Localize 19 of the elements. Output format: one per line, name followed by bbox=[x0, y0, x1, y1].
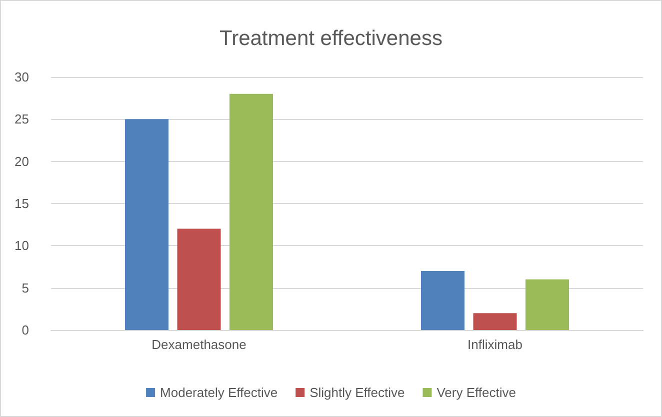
chart-title: Treatment effectiveness bbox=[220, 27, 442, 50]
bar bbox=[421, 270, 465, 330]
y-tick-label: 30 bbox=[14, 70, 29, 84]
x-tick-label: Dexamethasone bbox=[152, 337, 246, 352]
y-tick-label: 10 bbox=[14, 238, 29, 254]
legend-label: Slightly Effective bbox=[310, 385, 405, 400]
legend-label: Moderately Effective bbox=[160, 385, 278, 400]
y-tick-label: 15 bbox=[14, 196, 29, 211]
x-tick-label: Infliximab bbox=[468, 337, 522, 352]
bar bbox=[229, 94, 273, 330]
y-tick-label: 0 bbox=[22, 322, 29, 338]
bar bbox=[473, 313, 517, 330]
y-tick-label: 5 bbox=[22, 280, 29, 296]
bar bbox=[177, 228, 221, 330]
bar bbox=[525, 279, 569, 330]
y-tick-label: 20 bbox=[14, 154, 29, 169]
legend-label: Very Effective bbox=[436, 385, 516, 400]
y-tick-label: 25 bbox=[14, 112, 29, 127]
bar bbox=[125, 119, 169, 330]
